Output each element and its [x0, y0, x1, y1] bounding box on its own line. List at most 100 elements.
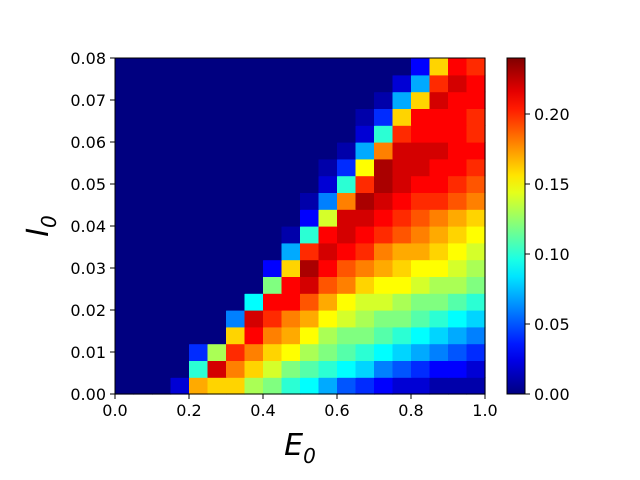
heatmap-cell — [189, 293, 209, 311]
heatmap-cell — [448, 108, 468, 126]
heatmap-cell — [318, 293, 338, 311]
heatmap-cell — [337, 226, 357, 244]
heatmap-cell — [152, 343, 172, 361]
heatmap-cell — [244, 259, 264, 277]
heatmap-cell — [300, 91, 320, 109]
heatmap-cell — [133, 276, 153, 294]
heatmap-cell — [115, 259, 135, 277]
heatmap-cell — [337, 74, 357, 93]
heatmap-cell — [115, 360, 135, 378]
heatmap-cell — [207, 343, 227, 361]
heatmap-cell — [226, 142, 246, 160]
heatmap-cell — [281, 377, 301, 395]
heatmap-cell — [152, 276, 172, 294]
heatmap-cell — [429, 276, 449, 294]
heatmap-cell — [133, 209, 153, 227]
heatmap-cell — [152, 360, 172, 378]
heatmap-cell — [115, 74, 135, 93]
heatmap-cell — [133, 74, 153, 93]
heatmap-cell — [207, 142, 227, 160]
heatmap-cell — [392, 276, 412, 294]
heatmap-cell — [337, 377, 357, 395]
heatmap-cell — [170, 142, 190, 160]
heatmap-cell — [300, 343, 320, 361]
heatmap-cell — [374, 192, 394, 210]
heatmap-cell — [207, 192, 227, 210]
heatmap-cell — [244, 175, 264, 193]
heatmap-cell — [281, 326, 301, 345]
heatmap-cell — [244, 377, 264, 395]
heatmap-cell — [170, 326, 190, 345]
heatmap-cell — [429, 91, 449, 109]
heatmap-cell — [466, 259, 486, 277]
heatmap-cell — [133, 58, 153, 76]
heatmap-cell — [189, 74, 209, 93]
heatmap-cell — [189, 343, 209, 361]
heatmap-cell — [263, 276, 283, 294]
heatmap-cell — [152, 293, 172, 311]
heatmap-cell — [374, 259, 394, 277]
heatmap-cell — [355, 276, 375, 294]
heatmap-cell — [355, 58, 375, 76]
x-axis-label: E0 — [284, 428, 316, 468]
heatmap-cell — [448, 158, 468, 177]
heatmap-cell — [244, 125, 264, 143]
heatmap-cell — [392, 326, 412, 345]
heatmap-cell — [189, 209, 209, 227]
heatmap-cell — [170, 58, 190, 76]
heatmap-cell — [263, 310, 283, 328]
heatmap-cell — [318, 192, 338, 210]
heatmap-cell — [448, 125, 468, 143]
heatmap-cell — [189, 360, 209, 378]
heatmap-cell — [244, 91, 264, 109]
heatmap-cell — [466, 226, 486, 244]
heatmap-cell — [263, 74, 283, 93]
heatmap-cell — [281, 58, 301, 76]
heatmap-cell — [189, 276, 209, 294]
heatmap-cell — [318, 91, 338, 109]
heatmap-cell — [300, 326, 320, 345]
heatmap-cell — [318, 175, 338, 193]
colorbar-tick-label: 0.05 — [534, 315, 570, 334]
heatmap-cell — [355, 108, 375, 126]
heatmap-cell — [355, 242, 375, 261]
heatmap-cell — [374, 158, 394, 177]
heatmap-cell — [207, 125, 227, 143]
heatmap-cell — [318, 158, 338, 177]
heatmap-cell — [189, 326, 209, 345]
heatmap-cell — [281, 209, 301, 227]
heatmap-cell — [133, 226, 153, 244]
heatmap-cell — [466, 91, 486, 109]
colorbar-tick-label: 0.00 — [534, 385, 570, 404]
heatmap-cell — [281, 158, 301, 177]
y-tick-label: 0.00 — [70, 385, 106, 404]
heatmap-cell — [374, 74, 394, 93]
heatmap-cell — [263, 142, 283, 160]
heatmap-cell — [318, 58, 338, 76]
y-tick-label: 0.02 — [70, 301, 106, 320]
heatmap-cell — [448, 343, 468, 361]
heatmap-cell — [337, 310, 357, 328]
heatmap-cell — [374, 58, 394, 76]
heatmap-cell — [466, 192, 486, 210]
heatmap-cell — [281, 226, 301, 244]
heatmap-cell — [429, 326, 449, 345]
heatmap-cell — [411, 142, 431, 160]
heatmap-cell — [318, 142, 338, 160]
heatmap-cell — [318, 276, 338, 294]
heatmap-cell — [207, 293, 227, 311]
heatmap-cell — [133, 175, 153, 193]
heatmap-cell — [392, 242, 412, 261]
heatmap-cell — [392, 343, 412, 361]
heatmap-cell — [429, 293, 449, 311]
heatmap-cell — [281, 276, 301, 294]
heatmap-cell — [133, 360, 153, 378]
heatmap-cell — [411, 125, 431, 143]
heatmap-cell — [374, 377, 394, 395]
heatmap-cells — [115, 58, 486, 395]
heatmap-cell — [392, 360, 412, 378]
heatmap-cell — [411, 209, 431, 227]
heatmap-cell — [392, 209, 412, 227]
heatmap-cell — [411, 326, 431, 345]
heatmap-cell — [448, 74, 468, 93]
